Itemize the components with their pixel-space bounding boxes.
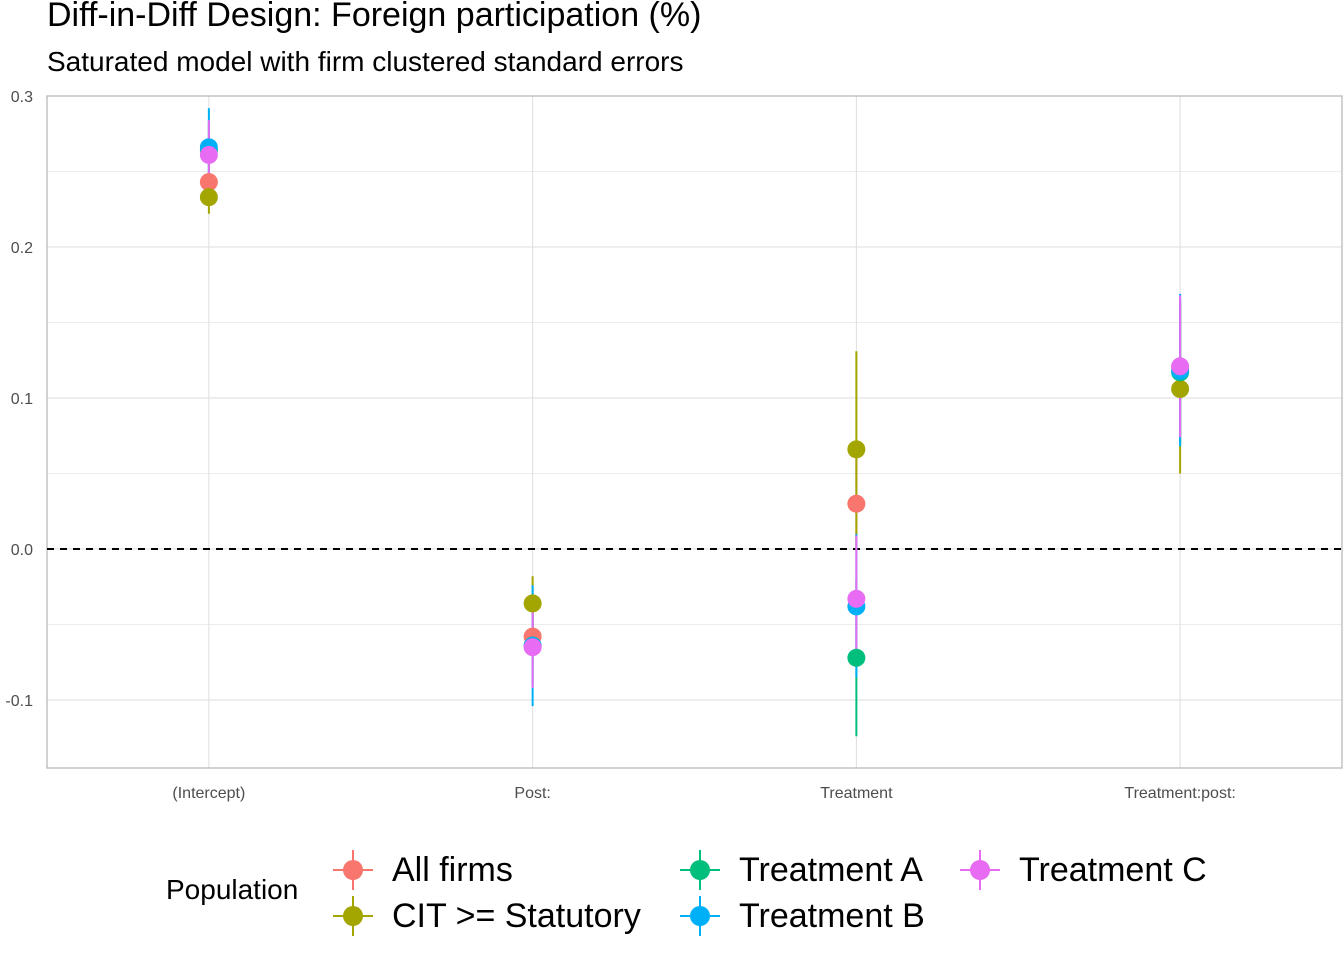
legend-label: CIT >= Statutory	[392, 896, 641, 935]
data-point	[523, 638, 542, 657]
chart-title: Diff-in-Diff Design: Foreign participati…	[47, 0, 702, 34]
data-point	[1171, 357, 1190, 376]
legend-key-icon	[680, 896, 720, 936]
data-point	[847, 440, 866, 459]
y-tick-label: -0.1	[5, 693, 33, 710]
legend-key-icon	[960, 850, 1000, 890]
chart-plot: -0.1 0.0 0.1 0.2 0.3 (Intercept) Post: Treatmen…	[5, 89, 1343, 802]
legend-item-cit-statutory: CIT >= Statutory	[333, 896, 641, 936]
legend-key-icon	[680, 850, 720, 890]
data-point	[199, 188, 218, 207]
legend-label: Treatment A	[739, 850, 923, 889]
data-point	[523, 594, 542, 613]
x-tick-label: Post:	[514, 785, 550, 802]
legend-label: Treatment B	[739, 896, 925, 935]
chart-subtitle: Saturated model with firm clustered stan…	[47, 46, 684, 77]
y-tick-label: 0.1	[11, 391, 33, 408]
legend-item-treatment-b: Treatment B	[680, 896, 925, 936]
legend-label: All firms	[392, 850, 513, 889]
x-tick-label: Treatment	[820, 785, 893, 802]
data-point	[847, 648, 866, 667]
x-tick-label: (Intercept)	[172, 785, 245, 802]
data-point	[847, 494, 866, 513]
y-tick-label: 0.0	[11, 542, 33, 559]
data-point	[847, 589, 866, 608]
legend-label: Treatment C	[1019, 850, 1207, 889]
legend-key-icon	[333, 850, 373, 890]
legend-item-treatment-c: Treatment C	[960, 850, 1207, 890]
legend-item-treatment-a: Treatment A	[680, 850, 923, 890]
legend-item-all-firms: All firms	[333, 850, 513, 890]
legend-title: Population	[166, 874, 299, 905]
y-tick-label: 0.3	[11, 89, 33, 106]
x-tick-label: Treatment:post:	[1124, 785, 1235, 802]
panel-border	[46, 95, 1343, 769]
data-point	[199, 173, 218, 192]
legend-key-icon	[333, 896, 373, 936]
data-point	[199, 145, 218, 164]
y-tick-label: 0.2	[11, 240, 33, 257]
data-point	[1171, 379, 1190, 398]
